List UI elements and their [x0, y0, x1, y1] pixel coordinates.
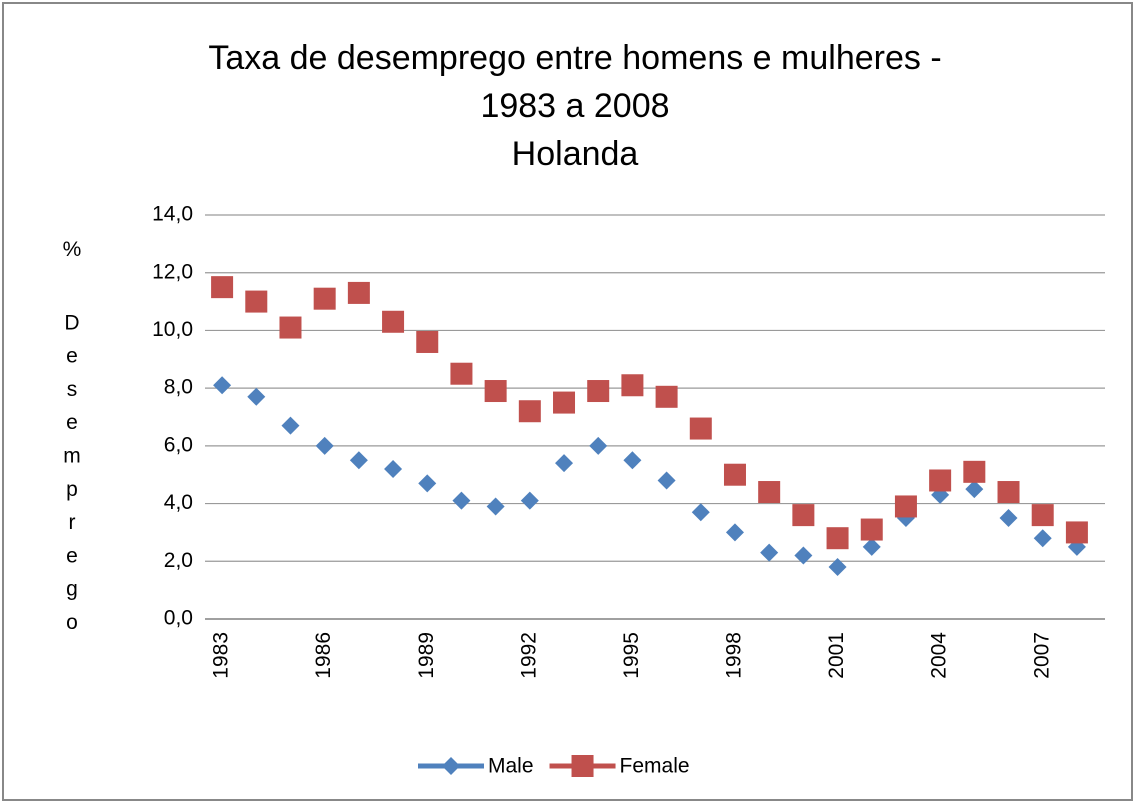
y-tick-label: 14,0 [152, 203, 193, 226]
legend-label: Male [488, 755, 534, 778]
legend-item: Female [549, 755, 690, 778]
marker [486, 497, 505, 516]
marker [689, 417, 712, 440]
marker [245, 290, 268, 313]
marker [442, 757, 460, 775]
marker [418, 474, 437, 493]
marker [794, 546, 813, 565]
marker [725, 523, 744, 542]
x-tick-label: 1998 [723, 632, 746, 679]
marker [553, 391, 576, 414]
chart-title: 1983 a 2008 [480, 87, 669, 125]
marker [349, 451, 368, 470]
chart-title: Taxa de desemprego entre homens e mulher… [208, 39, 941, 77]
x-tick-label: 1992 [517, 632, 540, 679]
marker [347, 281, 370, 304]
marker [758, 481, 781, 504]
marker [281, 416, 300, 435]
marker [247, 387, 266, 406]
marker [1065, 521, 1088, 544]
marker [213, 376, 232, 395]
marker [315, 436, 334, 455]
x-tick-label: 2001 [825, 632, 848, 679]
marker [279, 316, 302, 339]
marker [589, 436, 608, 455]
marker [655, 385, 678, 408]
marker [860, 518, 883, 541]
y-tick-label: 0,0 [164, 607, 193, 630]
marker [723, 463, 746, 486]
marker [828, 558, 847, 577]
x-tick-label: 2007 [1030, 632, 1053, 679]
marker [929, 469, 952, 492]
marker [894, 495, 917, 518]
marker [657, 471, 676, 490]
legend-item: Male [418, 755, 534, 778]
y-tick-label: 4,0 [164, 491, 193, 514]
marker [313, 287, 336, 310]
x-tick-label: 2004 [928, 632, 951, 679]
marker [555, 454, 574, 473]
marker [518, 400, 541, 423]
marker [384, 459, 403, 478]
marker [1033, 529, 1052, 548]
marker [963, 460, 986, 483]
marker [623, 451, 642, 470]
marker [965, 480, 984, 499]
x-tick-label: 1986 [312, 632, 335, 679]
chart-title: Holanda [512, 135, 639, 173]
marker [520, 491, 539, 510]
x-tick-label: 1983 [210, 632, 233, 679]
marker [382, 310, 405, 333]
x-tick-label: 1995 [620, 632, 643, 679]
legend-label: Female [620, 755, 690, 778]
marker [587, 380, 610, 403]
marker [452, 491, 471, 510]
marker [571, 755, 594, 777]
marker [621, 374, 644, 397]
y-tick-label: 8,0 [164, 376, 193, 399]
marker [999, 509, 1018, 527]
marker [211, 276, 234, 299]
marker [792, 504, 815, 527]
y-tick-label: 2,0 [164, 549, 193, 572]
marker [450, 362, 473, 385]
marker [997, 481, 1020, 504]
y-tick-label: 12,0 [152, 260, 193, 283]
marker [862, 537, 881, 556]
x-tick-label: 1989 [415, 632, 438, 679]
marker [484, 380, 507, 403]
marker [691, 503, 710, 522]
marker [826, 527, 849, 550]
marker [760, 543, 779, 562]
marker [1031, 504, 1054, 527]
y-tick-label: 6,0 [164, 433, 193, 456]
y-tick-label: 10,0 [152, 318, 193, 341]
marker [416, 330, 439, 353]
